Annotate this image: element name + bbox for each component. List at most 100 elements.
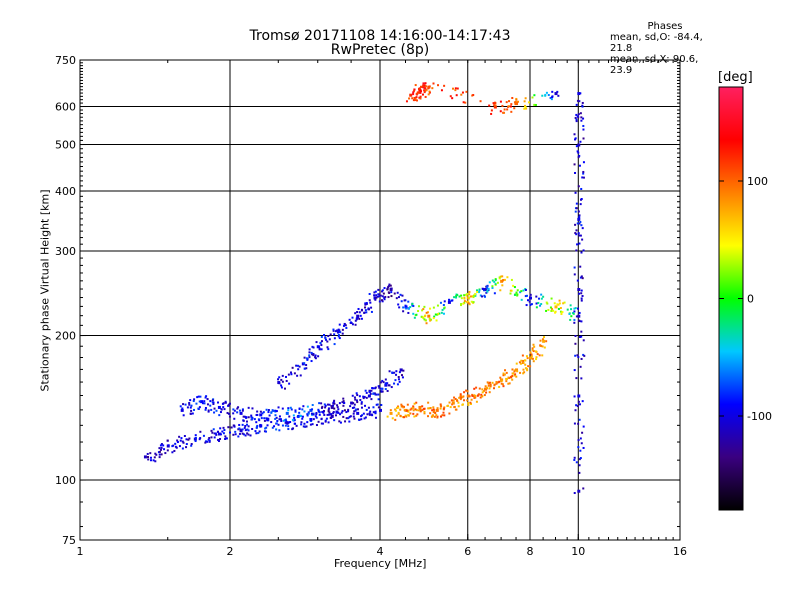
scatter-dot (525, 355, 528, 358)
scatter-dot (374, 387, 377, 390)
scatter-dot (576, 99, 579, 102)
scatter-dot (402, 406, 405, 409)
scatter-dot (575, 249, 578, 252)
scatter-dot (582, 487, 585, 490)
scatter-dot (421, 309, 424, 312)
scatter-dot (419, 91, 422, 94)
scatter-dot (541, 345, 544, 348)
scatter-dot (461, 91, 464, 94)
scatter-dot (517, 100, 520, 103)
scatter-dot (300, 421, 303, 424)
scatter-dot (469, 402, 472, 405)
scatter-dot (499, 275, 502, 278)
data-point (389, 411, 393, 415)
data-point (367, 394, 371, 398)
scatter-dot (222, 406, 225, 409)
scatter-dot (487, 384, 490, 387)
scatter-dot (217, 438, 220, 441)
scatter-dot (510, 103, 513, 106)
scatter-dot (575, 118, 578, 121)
scatter-dot (333, 419, 336, 422)
scatter-dot (399, 408, 402, 411)
scatter-dot (530, 303, 533, 306)
data-point (330, 405, 334, 409)
scatter-dot (341, 410, 344, 413)
scatter-dot (293, 422, 296, 425)
scatter-dot (491, 285, 494, 288)
scatter-dot (265, 426, 268, 429)
scatter-dot (559, 310, 562, 313)
scatter-dot (340, 411, 343, 414)
scatter-dot (354, 398, 357, 401)
scatter-dot (416, 91, 419, 94)
scatter-dot (356, 408, 359, 411)
scatter-dot (582, 124, 585, 127)
scatter-dot (158, 447, 161, 450)
data-point (259, 424, 263, 428)
scatter-dot (374, 290, 377, 293)
scatter-dot (360, 401, 363, 404)
data-point (577, 314, 581, 318)
scatter-dot (197, 395, 200, 398)
scatter-dot (411, 407, 414, 410)
x-tick-label: 10 (571, 545, 585, 558)
scatter-dot (397, 406, 400, 409)
scatter-dot (513, 369, 516, 372)
scatter-dot (186, 406, 189, 409)
scatter-dot (550, 309, 553, 312)
scatter-dot (485, 386, 488, 389)
scatter-dot (341, 401, 344, 404)
scatter-dot (364, 306, 367, 309)
scatter-dot (301, 408, 304, 411)
data-point (435, 408, 439, 412)
scatter-dot (476, 394, 479, 397)
scatter-dot (421, 405, 424, 408)
scatter-dot (533, 345, 536, 348)
scatter-dot (351, 406, 354, 409)
scatter-dot (376, 295, 379, 298)
scatter-dot (530, 355, 533, 358)
scatter-dot (311, 413, 314, 416)
scatter-dot (534, 103, 537, 106)
scatter-dot (294, 409, 297, 412)
scatter-dot (473, 395, 476, 398)
scatter-dot (397, 412, 400, 415)
data-points (143, 82, 586, 495)
scatter-dot (482, 288, 485, 291)
scatter-dot (439, 403, 442, 406)
scatter-dot (582, 176, 585, 179)
scatter-dot (194, 440, 197, 443)
scatter-dot (525, 304, 528, 307)
scatter-dot (190, 444, 193, 447)
scatter-dot (451, 299, 454, 302)
scatter-dot (513, 293, 516, 296)
data-point (259, 413, 263, 417)
scatter-dot (502, 372, 505, 375)
scatter-dot (461, 403, 464, 406)
scatter-dot (574, 191, 577, 194)
scatter-dot (373, 392, 376, 395)
scatter-dot (427, 401, 430, 404)
scatter-dot (364, 389, 367, 392)
data-point (542, 339, 546, 343)
scatter-dot (579, 265, 582, 268)
scatter-dot (478, 387, 481, 390)
scatter-dot (514, 373, 517, 376)
scatter-dot (539, 304, 542, 307)
scatter-dot (423, 315, 426, 318)
scatter-dot (349, 415, 352, 418)
scatter-dot (314, 356, 317, 359)
scatter-dot (365, 408, 368, 411)
scatter-dot (337, 333, 340, 336)
scatter-dot (561, 311, 564, 314)
scatter-dot (460, 93, 463, 96)
scatter-dot (507, 376, 510, 379)
scatter-dot (401, 376, 404, 379)
scatter-dot (466, 390, 469, 393)
scatter-dot (413, 402, 416, 405)
scatter-dot (359, 398, 362, 401)
scatter-dot (486, 287, 489, 290)
scatter-dot (393, 292, 396, 295)
scatter-dot (439, 407, 442, 410)
scatter-dot (480, 393, 483, 396)
